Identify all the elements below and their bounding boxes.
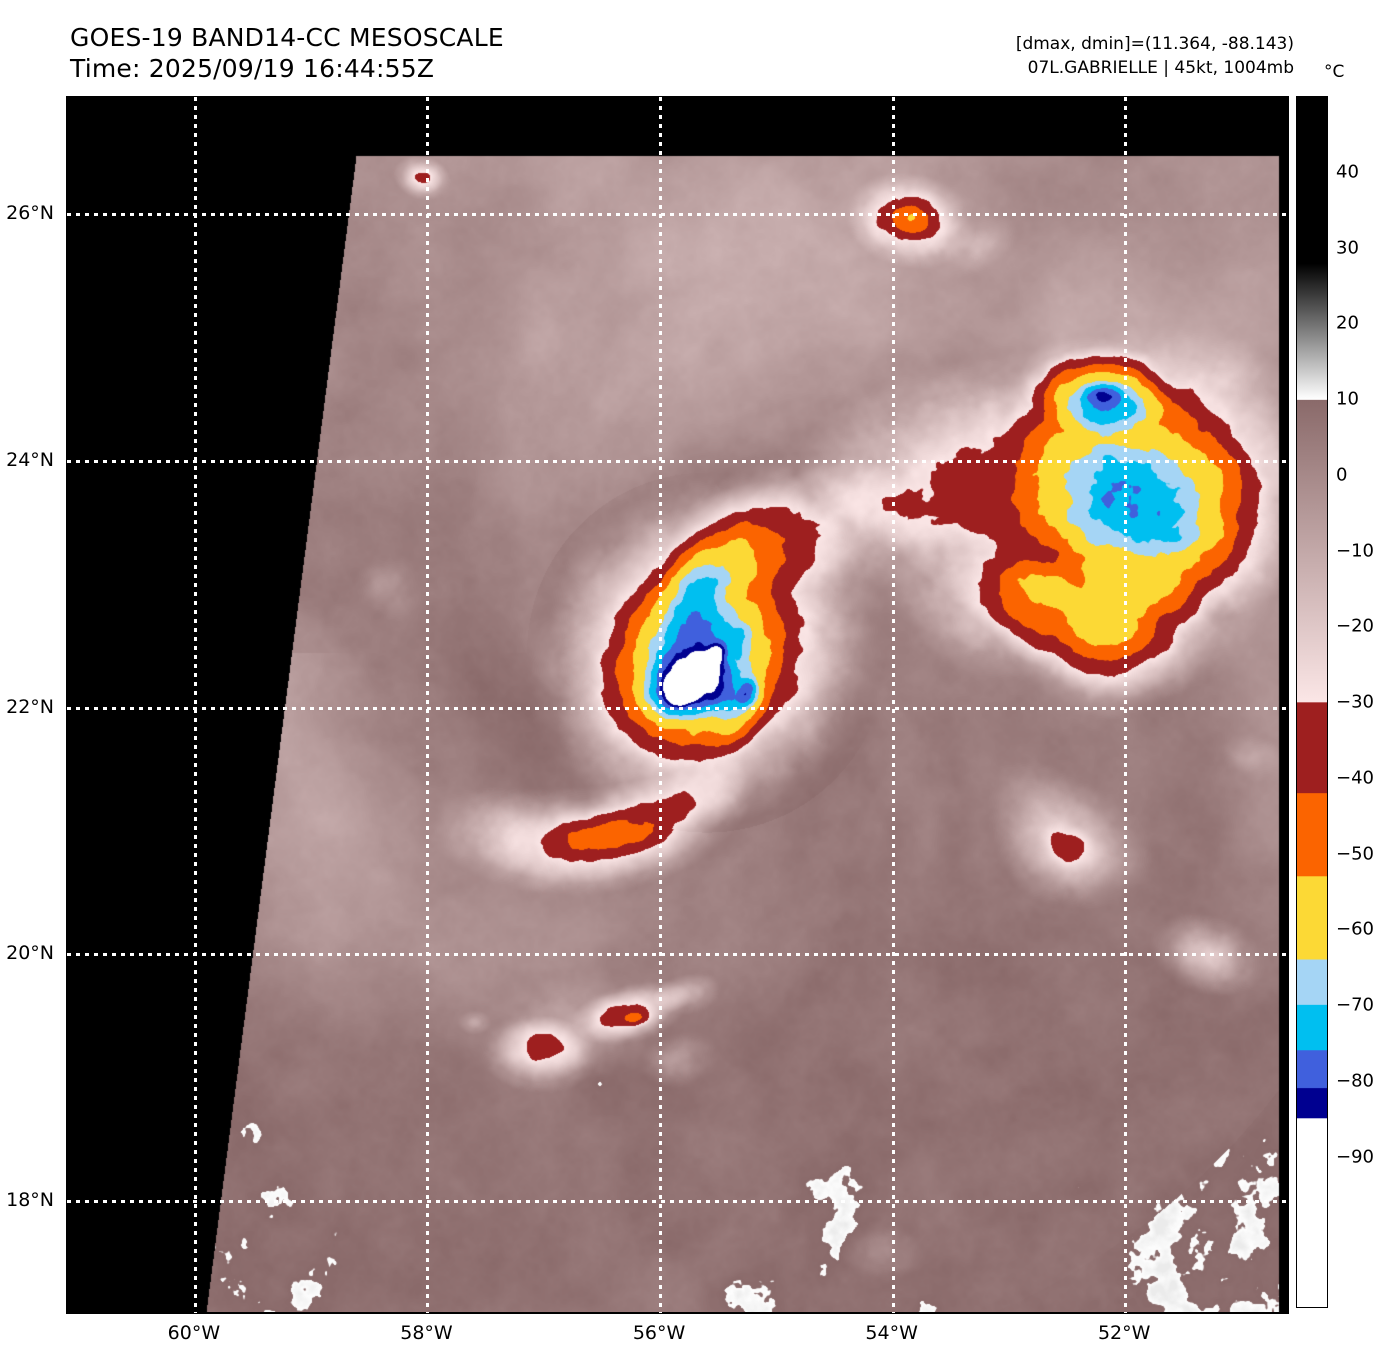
y-tick-label: 22°N (6, 695, 54, 718)
y-tick-label: 20°N (6, 942, 54, 965)
colorbar-label: 40 (1336, 161, 1359, 183)
colorbar-label: −80 (1336, 1070, 1374, 1092)
colorbar-label: −50 (1336, 843, 1374, 864)
colorbar-label: 10 (1336, 388, 1359, 410)
y-tick-label: 18°N (6, 1188, 54, 1211)
colorbar-label: −60 (1336, 918, 1374, 940)
x-tick-label: 58°W (400, 1322, 453, 1344)
colorbar-label: −20 (1336, 615, 1374, 637)
colorbar-label: 0 (1336, 464, 1348, 486)
colorbar-unit-label: °C (1324, 62, 1345, 82)
y-tick-label: 26°N (6, 202, 54, 225)
satellite-imagery-canvas (67, 97, 1288, 1312)
colorbar-gradient (1297, 97, 1327, 1307)
x-tick-label: 52°W (1097, 1322, 1151, 1344)
x-tick-label: 60°W (167, 1322, 221, 1344)
colorbar-label: 20 (1336, 312, 1359, 334)
x-tick-label: 54°W (865, 1322, 918, 1344)
page-title: GOES-19 BAND14-CC MESOSCALE (70, 23, 504, 52)
colorbar-label: −40 (1336, 767, 1374, 789)
storm-info-label: 07L.GABRIELLE | 45kt, 1004mb (1027, 58, 1294, 78)
y-tick-label: 24°N (6, 448, 54, 471)
temperature-colorbar[interactable] (1296, 96, 1328, 1308)
data-range-label: [dmax, dmin]=(11.364, -88.143) (1015, 34, 1294, 54)
timestamp-label: Time: 2025/09/19 16:44:55Z (70, 54, 435, 83)
colorbar-label: −30 (1336, 691, 1374, 713)
colorbar-label: −10 (1336, 540, 1374, 561)
colorbar-label: −70 (1336, 994, 1374, 1016)
colorbar-label: 30 (1336, 237, 1359, 258)
x-tick-label: 56°W (632, 1322, 686, 1344)
colorbar-label: −90 (1336, 1146, 1374, 1167)
satellite-map[interactable]: Copyright © 2020-2025 Dapiya (66, 96, 1289, 1314)
